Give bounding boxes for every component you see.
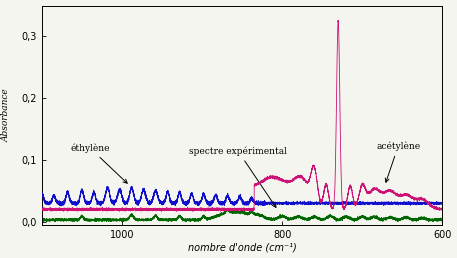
Text: acétylène: acétylène [376, 141, 420, 182]
Text: Absorbance: Absorbance [1, 88, 11, 142]
Text: éthylène: éthylène [70, 143, 127, 183]
X-axis label: nombre d'onde (cm⁻¹): nombre d'onde (cm⁻¹) [188, 243, 297, 252]
Text: spectre expérimental: spectre expérimental [189, 146, 287, 207]
